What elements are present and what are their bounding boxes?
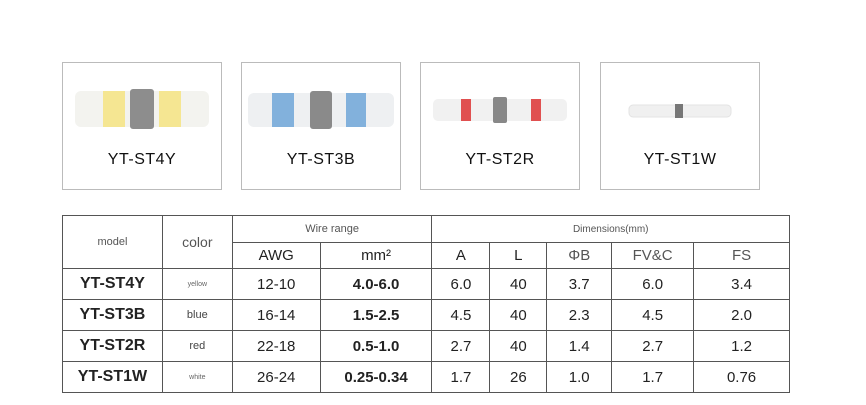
table-cell: 1.7 [611, 361, 695, 393]
product-card: YT-ST2R [420, 62, 580, 190]
header-cell: FV&C [611, 242, 695, 269]
table-cell: 40 [489, 268, 548, 300]
product-label: YT-ST2R [465, 151, 535, 168]
header-cell: L [489, 242, 548, 269]
product-image [75, 89, 209, 129]
table-cell: 0.5-1.0 [319, 330, 433, 362]
product-card: YT-ST1W [600, 62, 760, 190]
product-image [248, 91, 394, 129]
table-cell: 1.7 [431, 361, 491, 393]
table-cell: 16-14 [231, 299, 321, 331]
product-image [628, 104, 732, 118]
table-cell: 26-24 [231, 361, 321, 393]
table-cell: 1.0 [546, 361, 613, 393]
table-cell: 40 [489, 330, 548, 362]
header-cell: ΦB [546, 242, 613, 269]
table-row: YT-ST1W white 26-24 0.25-0.34 1.7 26 1.0 1.7 0.7… [62, 361, 790, 393]
table-row: YT-ST2R red 22-18 0.5-1.0 2.7 40 1.4 2.7 1.2 [62, 330, 790, 362]
table-cell: yellow [161, 268, 233, 300]
product-image [433, 97, 567, 123]
table-cell: 26 [489, 361, 548, 393]
table-cell: YT-ST4Y [62, 268, 163, 300]
product-label: YT-ST3B [286, 151, 356, 168]
table-cell: 2.7 [611, 330, 695, 362]
table-cell: 0.25-0.34 [319, 361, 433, 393]
table-cell: YT-ST2R [62, 330, 163, 362]
table-cell: 2.3 [546, 299, 613, 331]
table-cell: 3.4 [693, 268, 790, 300]
table-cell: 22-18 [231, 330, 321, 362]
header-cell: A [431, 242, 491, 269]
table-row: YT-ST4Y yellow 12-10 4.0-6.0 6.0 40 3.7 6.0 3.4 [62, 268, 790, 300]
table-cell: 6.0 [611, 268, 695, 300]
header-cell: AWG [231, 242, 321, 269]
table-cell: 1.2 [693, 330, 790, 362]
table-cell: red [161, 330, 233, 362]
product-card: YT-ST3B [241, 62, 401, 190]
product-label: YT-ST1W [643, 151, 717, 168]
product-card: YT-ST4Y [62, 62, 222, 190]
header-cell: model [62, 215, 163, 269]
product-label: YT-ST4Y [107, 151, 177, 168]
table-cell: YT-ST3B [62, 299, 163, 331]
table-cell: 6.0 [431, 268, 491, 300]
table-cell: 1.4 [546, 330, 613, 362]
table-cell: white [161, 361, 233, 393]
table-cell: 2.0 [693, 299, 790, 331]
table-cell: 40 [489, 299, 548, 331]
table-cell: 4.5 [611, 299, 695, 331]
header-cell: Wire range [231, 215, 433, 243]
spec-table: model color Wire range Dimensions(mm) AW… [62, 215, 790, 393]
table-cell: 4.5 [431, 299, 491, 331]
table-cell: 1.5-2.5 [319, 299, 433, 331]
header-cell: color [161, 215, 233, 269]
table-cell: 2.7 [431, 330, 491, 362]
table-cell: 0.76 [693, 361, 790, 393]
table-row: YT-ST3B blue 16-14 1.5-2.5 4.5 40 2.3 4.5 2.0 [62, 299, 790, 331]
table-cell: 4.0-6.0 [319, 268, 433, 300]
header-cell: Dimensions(mm) [431, 215, 790, 243]
table-cell: blue [161, 299, 233, 331]
table-cell: 12-10 [231, 268, 321, 300]
table-cell: 3.7 [546, 268, 613, 300]
table-cell: YT-ST1W [62, 361, 163, 393]
header-cell: FS [693, 242, 790, 269]
header-cell: mm² [319, 242, 433, 269]
